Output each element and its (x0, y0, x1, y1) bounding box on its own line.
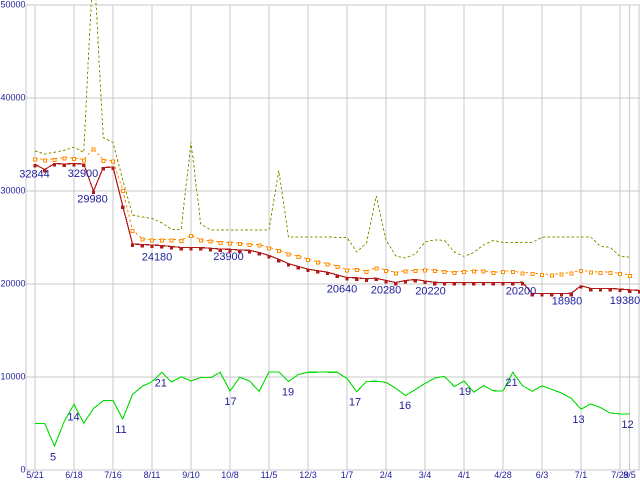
svg-text:19: 19 (459, 386, 471, 398)
svg-text:19: 19 (282, 386, 294, 398)
svg-text:7/16: 7/16 (104, 470, 122, 480)
svg-text:11: 11 (115, 424, 126, 436)
svg-text:6/3: 6/3 (536, 470, 549, 480)
svg-text:24180: 24180 (142, 252, 173, 264)
svg-text:19380: 19380 (610, 295, 640, 307)
svg-text:1/7: 1/7 (341, 470, 354, 480)
svg-text:50000: 50000 (0, 0, 25, 10)
svg-text:30000: 30000 (0, 186, 25, 196)
svg-text:17: 17 (349, 397, 361, 409)
svg-text:20220: 20220 (415, 286, 446, 298)
svg-text:4/28: 4/28 (494, 470, 512, 480)
svg-text:20200: 20200 (506, 286, 537, 298)
svg-text:32900: 32900 (68, 168, 99, 180)
svg-text:40000: 40000 (0, 93, 25, 103)
svg-text:2/4: 2/4 (380, 470, 393, 480)
svg-text:11/5: 11/5 (261, 470, 278, 480)
svg-text:6/18: 6/18 (65, 470, 83, 480)
svg-text:20280: 20280 (371, 285, 402, 297)
svg-text:13: 13 (572, 414, 584, 426)
svg-text:21: 21 (505, 377, 517, 389)
svg-text:10000: 10000 (0, 372, 25, 382)
svg-text:8/5: 8/5 (623, 470, 636, 480)
svg-text:17: 17 (224, 396, 236, 408)
svg-text:0: 0 (20, 465, 25, 475)
svg-text:4/1: 4/1 (458, 470, 471, 480)
svg-text:18980: 18980 (552, 296, 583, 308)
svg-text:8/11: 8/11 (144, 470, 161, 480)
svg-text:5/21: 5/21 (26, 470, 44, 480)
svg-text:16: 16 (399, 400, 411, 412)
svg-text:5: 5 (50, 451, 56, 463)
svg-text:3/4: 3/4 (419, 470, 432, 480)
svg-text:9/10: 9/10 (182, 470, 200, 480)
svg-text:32844: 32844 (19, 168, 50, 180)
svg-text:23900: 23900 (213, 251, 244, 263)
svg-text:12/3: 12/3 (299, 470, 317, 480)
svg-text:7/1: 7/1 (575, 470, 588, 480)
svg-text:14: 14 (67, 412, 79, 424)
svg-text:29980: 29980 (77, 194, 108, 206)
svg-text:21: 21 (155, 377, 167, 389)
svg-text:7/29: 7/29 (611, 470, 629, 480)
svg-text:20640: 20640 (327, 284, 358, 296)
svg-text:20000: 20000 (0, 279, 25, 289)
svg-text:12: 12 (621, 419, 633, 431)
svg-text:10/8: 10/8 (221, 470, 239, 480)
